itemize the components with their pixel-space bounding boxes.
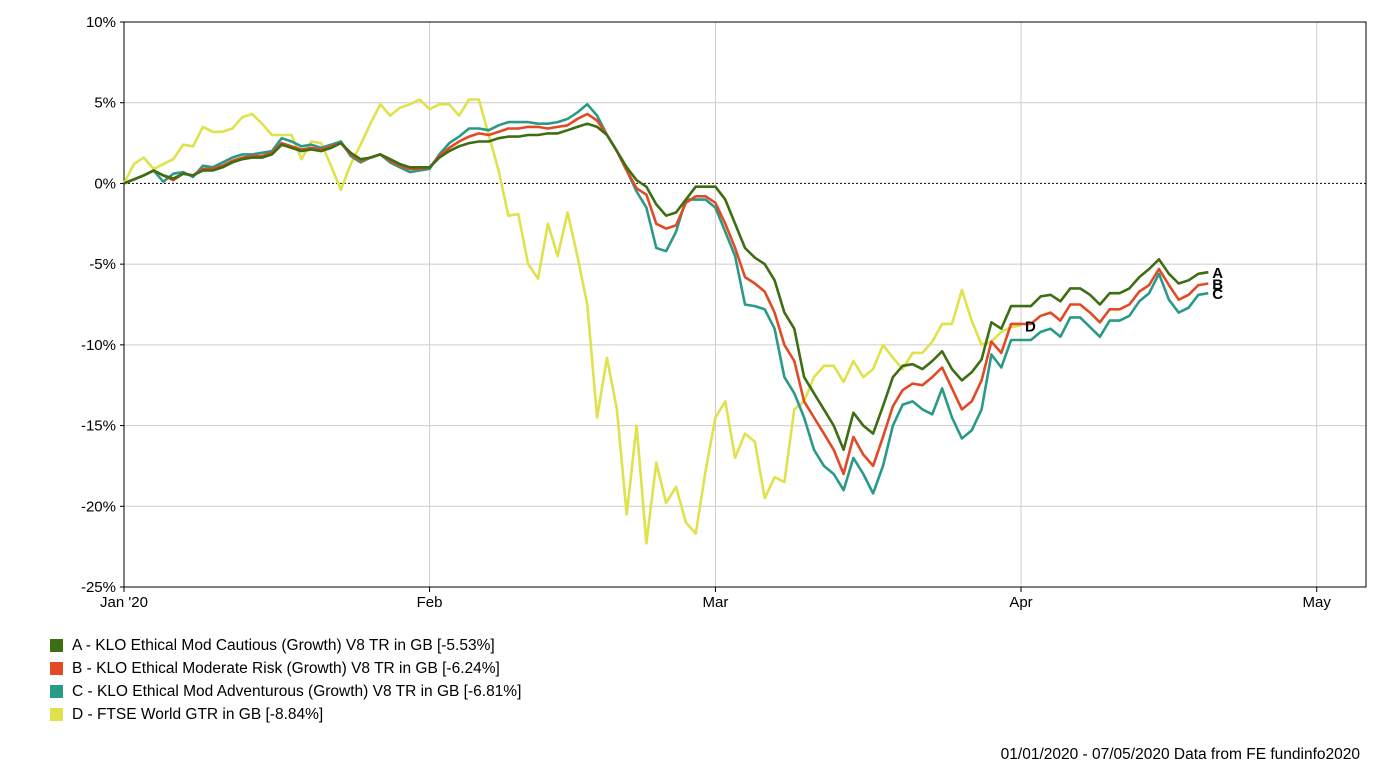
y-tick-label: 10% [86,14,116,31]
legend-swatch-b [50,662,63,675]
x-tick-label: Apr [1009,594,1032,611]
series-lines [122,98,1209,545]
legend-item-b: B - KLO Ethical Moderate Risk (Growth) V… [50,657,521,680]
end-label-c: C [1212,286,1223,303]
x-tick-label: Feb [417,594,443,611]
legend-swatch-c [50,685,63,698]
x-tick-label: Mar [703,594,729,611]
legend-swatch-a [50,639,63,652]
legend: A - KLO Ethical Mod Cautious (Growth) V8… [50,634,521,726]
plot-area-border [123,21,1367,588]
end-label-d: D [1025,318,1036,335]
series-line-d [122,98,1022,545]
data-source-footer: 01/01/2020 - 07/05/2020 Data from FE fun… [1000,746,1360,763]
legend-item-c: C - KLO Ethical Mod Adventurous (Growth)… [50,680,521,703]
y-tick-label: 0% [94,175,116,192]
legend-label-b: B - KLO Ethical Moderate Risk (Growth) V… [72,659,500,677]
x-tick-label: Jan '20 [100,594,148,611]
end-label-a: A [1212,265,1223,282]
series-line-c [123,103,1209,495]
y-tick-label: -15% [81,418,116,435]
series-line-b [123,112,1209,476]
legend-label-c: C - KLO Ethical Mod Adventurous (Growth)… [72,682,522,700]
y-tick-label: -5% [89,256,116,273]
legend-item-a: A - KLO Ethical Mod Cautious (Growth) V8… [50,634,521,657]
y-tick-label: -10% [81,337,116,354]
series-end-labels: ABC D [1025,265,1223,335]
y-tick-label: -25% [81,579,116,596]
y-axis-tick-labels: 10% 5% 0% -5% -10% -15% -20% -25% [81,14,124,596]
legend-swatch-d [50,708,63,721]
end-label-b: B [1212,277,1223,294]
x-tick-label: May [1303,594,1332,611]
grid-lines [124,22,1366,587]
series-line-a [123,122,1209,452]
y-tick-label: -20% [81,498,116,515]
performance-line-chart: 10% 5% 0% -5% -10% -15% -20% -25% Jan '20 Feb Mar… [81,14,1367,611]
x-axis-tick-labels: Jan '20 Feb Mar Apr May [100,587,1331,611]
legend-label-a: A - KLO Ethical Mod Cautious (Growth) V8… [72,636,495,654]
y-tick-label: 5% [94,95,116,112]
legend-label-d: D - FTSE World GTR in GB [-8.84%] [72,705,324,723]
legend-item-d: D - FTSE World GTR in GB [-8.84%] [50,703,521,726]
